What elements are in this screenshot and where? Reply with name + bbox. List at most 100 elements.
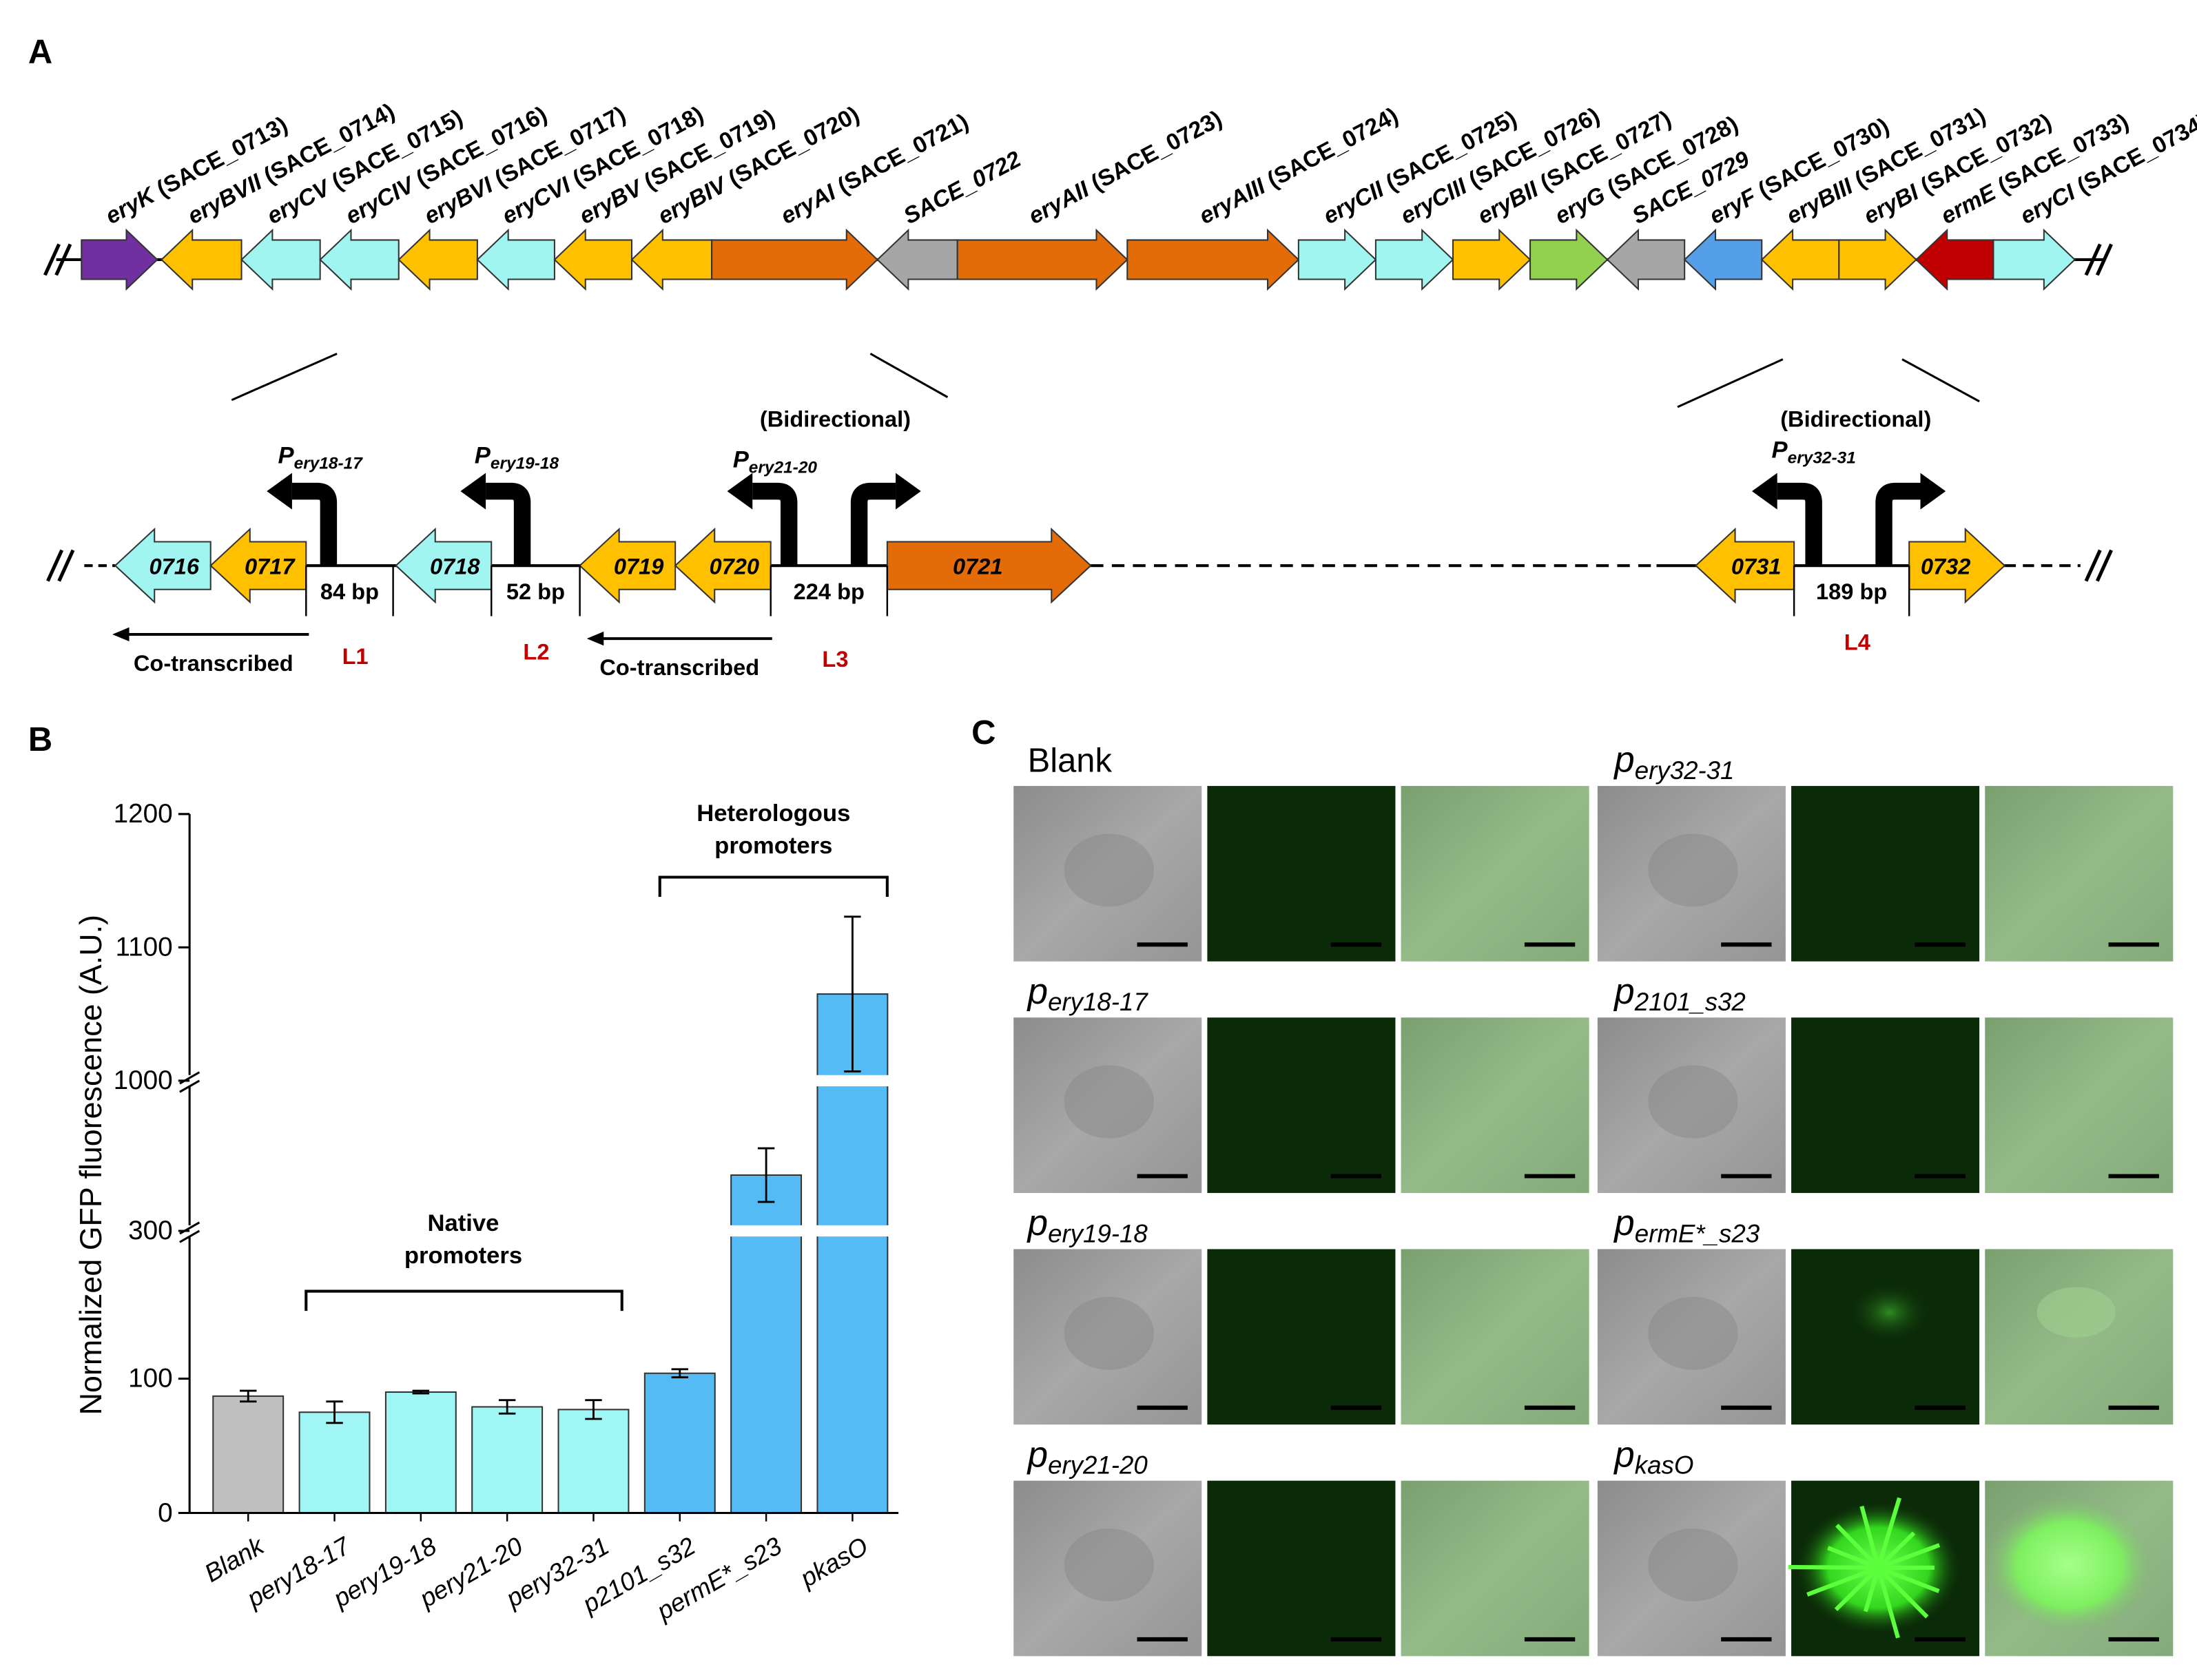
gene-arrow (1297, 228, 1377, 291)
break-mark (43, 243, 72, 276)
gene-label: eryAIII (SACE_0724) (1195, 103, 1403, 230)
sample-label: pkasO (1613, 1434, 1693, 1479)
error-bar (498, 1399, 516, 1415)
sample-label: pery32-31 (1613, 740, 1734, 785)
fluorescence-image (1207, 1480, 1396, 1657)
gene-arrow (630, 228, 713, 291)
gene-arrow (160, 228, 243, 291)
region-label: L4 (1844, 629, 1870, 654)
break-mark (46, 549, 75, 582)
promoter-label: Pery21-20 (733, 447, 818, 477)
gene-locus: (SACE_0723) (1087, 106, 1226, 196)
sample-label: permE*_s23 (1613, 1203, 1760, 1247)
cell-cluster (1648, 1296, 1738, 1370)
sample-label-sub: 2101_s32 (1634, 988, 1746, 1016)
fluorescence-filament (1876, 1497, 1902, 1568)
bar (643, 1372, 716, 1514)
promoter-arrowhead (896, 473, 921, 510)
gene-locus: (SACE_0734) (2073, 109, 2197, 199)
gene-arrow (876, 228, 958, 291)
bar (384, 1391, 457, 1514)
region-label: L1 (342, 643, 369, 669)
sample-label-main: p (1613, 1434, 1634, 1475)
brightfield-image (1013, 1017, 1202, 1193)
fluorescence-filament (1835, 1524, 1880, 1570)
fluorescence-filament (1788, 1565, 1879, 1570)
promoter-arrow (1777, 482, 1822, 566)
gene-arrow (553, 228, 633, 291)
gene-name: eryK (101, 182, 161, 229)
overlay-image (1401, 1017, 1589, 1193)
gene-arrow (1694, 527, 1795, 604)
promoter-arrow (486, 482, 531, 566)
cell-cluster (1064, 1528, 1154, 1601)
y-tick-label: 1000 (114, 1066, 173, 1095)
promoter-sub: ery32-31 (1788, 448, 1856, 467)
gene-arrow (114, 527, 212, 604)
gene-arrow (1908, 527, 2006, 604)
promoter-label: Pery19-18 (475, 442, 559, 473)
spacer-length: 52 bp (506, 579, 565, 604)
gene-arrow (579, 527, 677, 604)
error-bar (326, 1400, 343, 1424)
cell-cluster (1064, 833, 1154, 907)
y-tick-label: 300 (128, 1216, 173, 1245)
cell-cluster (1648, 1528, 1738, 1601)
gene-arrow (1452, 228, 1531, 291)
gene-label: eryAII (SACE_0723) (1024, 106, 1226, 229)
error-bar (240, 1389, 257, 1403)
y-tick-label: 100 (128, 1364, 173, 1393)
panel-letter: C (971, 714, 996, 751)
promoter-label: Pery18-17 (278, 442, 364, 473)
sample-label-sub: ery32-31 (1635, 756, 1735, 785)
sample-label-sub: kasO (1635, 1451, 1694, 1479)
overlay-image (1985, 786, 2174, 962)
bracket-label: promoters (404, 1243, 522, 1269)
gene-label: 0718 (430, 553, 480, 579)
gene-label: 0721 (953, 553, 1003, 579)
panel-letter: A (28, 34, 52, 71)
fluorescence-image (1207, 786, 1396, 962)
gene-label: 0716 (149, 553, 199, 579)
sample-label-sub: ermE*_s23 (1635, 1219, 1760, 1247)
sample-label-main: p (1027, 971, 1048, 1012)
promoter-arrow (1875, 482, 1921, 566)
gene-arrow (956, 228, 1128, 291)
overlay-image (1401, 1249, 1589, 1425)
fluorescence-filament (1806, 1566, 1879, 1597)
bidirectional-note: (Bidirectional) (1780, 406, 1931, 431)
break-mark (2084, 549, 2113, 582)
gene-arrow (1126, 228, 1300, 291)
overlay-signal (1982, 1495, 2156, 1635)
gene-label: 0732 (1921, 553, 1971, 579)
error-bar (412, 1389, 430, 1395)
brightfield-image (1597, 1017, 1786, 1193)
fluorescence-filament (1877, 1566, 1929, 1619)
promoter-sub: ery18-17 (294, 455, 364, 473)
gene-arrow (395, 527, 493, 604)
gene-arrow (1760, 228, 1840, 291)
sample-label: pery21-20 (1027, 1434, 1148, 1479)
fluorescence-filament (1877, 1531, 1916, 1570)
promoter-arrowhead (267, 473, 292, 510)
fluorescence-filament (1859, 1505, 1881, 1568)
promoter-sub: ery19-18 (491, 455, 559, 473)
gene-arrow (319, 228, 400, 291)
brightfield-image (1597, 786, 1786, 962)
promoter-arrowhead (727, 473, 753, 510)
bar (212, 1395, 285, 1514)
bracket-label: Native (428, 1210, 499, 1236)
cotranscribed-arrowhead (586, 631, 604, 646)
sample-label: pery18-17 (1027, 971, 1149, 1016)
promoter-p: P (475, 442, 491, 468)
cotranscribed-label: Co-transcribed (134, 650, 293, 676)
gene-label: 0717 (245, 553, 296, 579)
gene-arrow (1992, 228, 2076, 291)
bracket (305, 1289, 623, 1311)
cell-cluster (1648, 1065, 1738, 1139)
gene-name: eryAI (777, 180, 840, 229)
sample-label-sub: ery19-18 (1048, 1219, 1148, 1247)
bar (471, 1406, 544, 1514)
sample-label-main: p (1613, 1203, 1634, 1243)
cell-cluster (1064, 1065, 1154, 1139)
